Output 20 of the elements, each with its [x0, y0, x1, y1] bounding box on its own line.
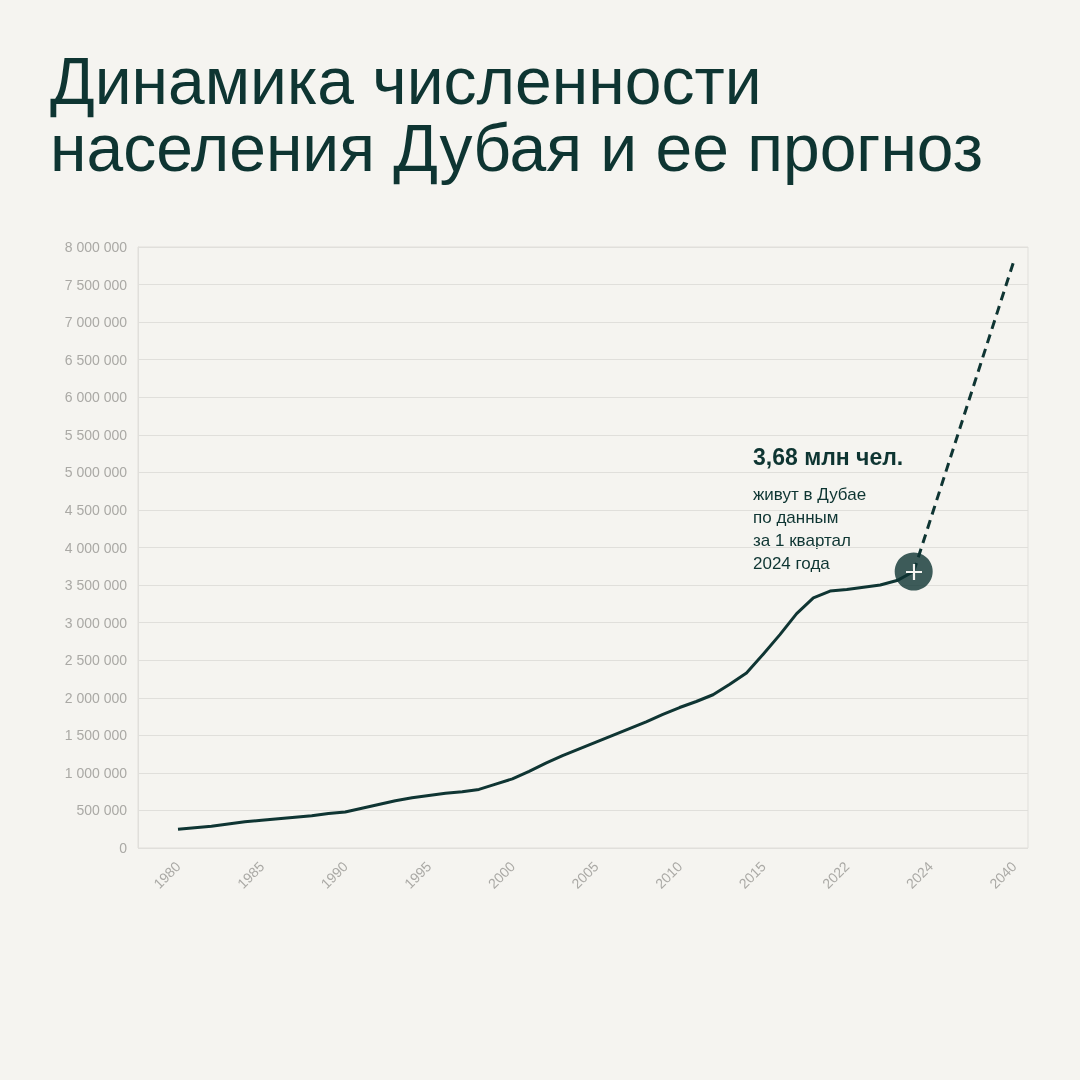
y-tick-label: 7 500 000: [64, 276, 128, 293]
y-tick-label: 6 000 000: [64, 389, 128, 406]
y-tick-label: 2 500 000: [64, 652, 128, 669]
y-tick-label: 500 000: [76, 802, 128, 819]
y-tick-label: 0: [119, 840, 128, 856]
annotation: 3,68 млн чел.: [753, 444, 904, 470]
y-tick-label: 3 000 000: [64, 614, 128, 631]
y-tick-label: 1 000 000: [64, 764, 128, 781]
y-tick-label: 1 500 000: [64, 727, 128, 744]
y-tick-label: 5 000 000: [64, 464, 128, 481]
y-tick-label: 2 000 000: [64, 689, 128, 706]
annotation: живут в Дубае по данным за 1 квартал 2024 года: [753, 485, 867, 573]
y-tick-label: 6 500 000: [64, 351, 128, 368]
y-tick-label: 5 500 000: [64, 426, 128, 443]
y-tick-label: 8 000 000: [64, 239, 128, 255]
y-tick-label: 3 500 000: [64, 577, 128, 594]
y-tick-label: 4 500 000: [64, 501, 128, 518]
y-tick-label: 7 000 000: [64, 314, 128, 331]
y-tick-label: 4 000 000: [64, 539, 128, 556]
chart-title: Динамика численности населения Дубая и ее прогноз: [50, 44, 985, 185]
